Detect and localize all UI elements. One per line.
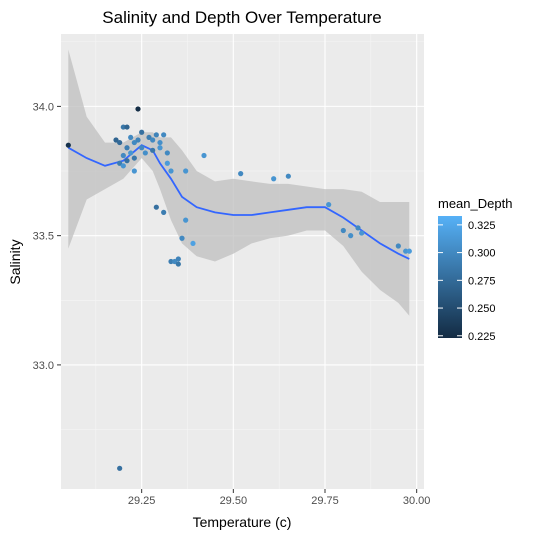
data-point xyxy=(164,150,170,156)
data-point xyxy=(168,168,174,174)
data-point xyxy=(406,248,412,254)
minor-gridlines xyxy=(61,34,424,489)
x-axis: 29.25 29.50 29.75 30.00 xyxy=(128,489,431,507)
data-point xyxy=(238,171,244,177)
legend-ticks: 0.325 0.300 0.275 0.250 0.225 xyxy=(438,220,496,343)
data-point xyxy=(139,145,145,151)
data-point xyxy=(175,256,181,262)
data-point xyxy=(190,240,196,247)
y-tick-label: 33.5 xyxy=(33,231,54,243)
legend-tick-label: 0.275 xyxy=(468,275,496,287)
data-point xyxy=(120,124,126,130)
data-point xyxy=(113,137,119,143)
legend: mean_Depth 0.325 0.300 0.275 0.250 0.225 xyxy=(438,196,512,343)
data-point xyxy=(139,129,145,135)
data-point xyxy=(179,235,185,241)
x-tick-label: 29.50 xyxy=(220,495,248,507)
x-tick-label: 29.75 xyxy=(311,495,339,507)
data-point xyxy=(65,142,71,148)
data-point xyxy=(135,137,141,143)
data-point xyxy=(135,106,141,112)
data-point xyxy=(157,139,163,146)
data-point xyxy=(142,150,148,156)
data-point xyxy=(120,163,126,169)
data-point xyxy=(117,465,123,471)
data-point xyxy=(271,176,277,182)
data-point xyxy=(117,160,123,166)
data-point xyxy=(359,230,365,236)
data-point xyxy=(157,145,163,151)
y-axis: 33.0 33.5 34.0 xyxy=(33,101,61,372)
data-point xyxy=(183,217,189,223)
y-tick-label: 33.0 xyxy=(33,360,54,372)
data-points xyxy=(65,106,412,471)
x-tick-label: 29.25 xyxy=(128,495,156,507)
data-point xyxy=(285,173,291,179)
legend-title: mean_Depth xyxy=(438,196,512,211)
data-point xyxy=(161,132,167,138)
data-point xyxy=(201,152,207,159)
data-point xyxy=(120,152,126,159)
data-point xyxy=(153,204,159,210)
confidence-band xyxy=(68,49,410,316)
data-point xyxy=(150,137,156,143)
data-point xyxy=(153,132,159,138)
data-point xyxy=(172,258,178,265)
data-point xyxy=(395,243,401,249)
data-point xyxy=(183,168,189,174)
data-point xyxy=(131,139,137,146)
chart-title: Salinity and Depth Over Temperature xyxy=(102,8,381,27)
x-tick-label: 30.00 xyxy=(403,495,431,507)
data-point xyxy=(128,150,134,156)
data-point xyxy=(164,160,170,166)
data-point xyxy=(340,227,346,234)
data-point xyxy=(128,134,134,141)
legend-tick-label: 0.325 xyxy=(468,220,496,232)
data-point xyxy=(124,145,130,151)
data-point xyxy=(124,158,130,164)
data-point xyxy=(175,261,181,267)
data-point xyxy=(355,225,361,231)
data-point xyxy=(131,168,137,174)
data-point xyxy=(146,134,152,141)
legend-tick-label: 0.250 xyxy=(468,303,496,315)
x-axis-title: Temperature (c) xyxy=(193,514,292,530)
legend-tick-label: 0.300 xyxy=(468,248,496,260)
data-point xyxy=(161,209,167,215)
data-point xyxy=(168,258,174,265)
data-point xyxy=(131,155,137,161)
y-tick-label: 34.0 xyxy=(33,101,54,113)
data-point xyxy=(403,248,409,254)
y-axis-title: Salinity xyxy=(7,239,23,284)
data-point xyxy=(348,233,354,239)
data-point xyxy=(117,139,123,146)
legend-tick-label: 0.225 xyxy=(468,331,496,343)
data-point xyxy=(124,124,130,130)
legend-colorbar xyxy=(438,216,462,338)
data-point xyxy=(150,147,156,153)
data-point xyxy=(326,202,332,208)
